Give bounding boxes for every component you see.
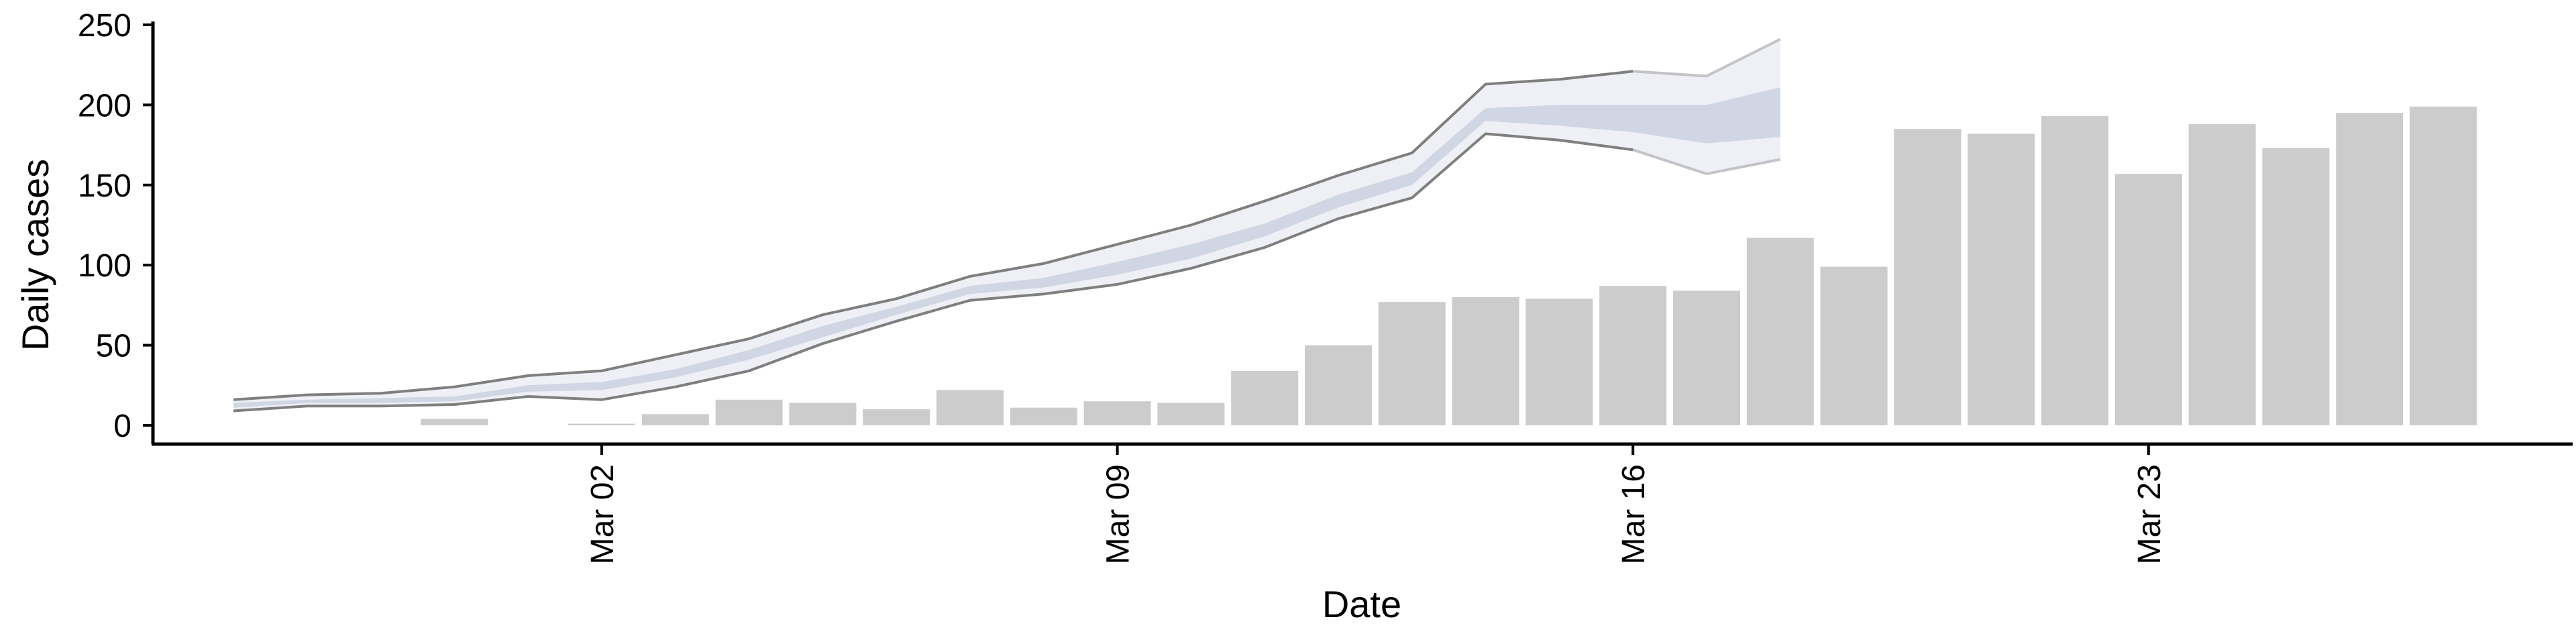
y-tick-label-100: 100 — [78, 248, 131, 284]
x-tick-label-2020-03-09: Mar 09 — [1101, 464, 1136, 564]
bar-2020-03-03 — [641, 414, 709, 425]
bar-2020-03-20 — [1894, 129, 1962, 425]
x-tick-label-2020-03-02: Mar 02 — [585, 464, 621, 564]
bar-2020-03-27 — [2410, 106, 2477, 426]
outer-upper-line — [233, 70, 1633, 401]
y-ticks: 0 50 100 150 200 250 — [78, 8, 153, 444]
bar-2020-03-17 — [1673, 290, 1740, 425]
bar-2020-03-09 — [1083, 401, 1151, 425]
x-axis-title: Date — [1322, 583, 1401, 625]
y-tick-label-250: 250 — [78, 8, 131, 44]
bar-2020-03-14 — [1452, 297, 1519, 425]
bar-2020-03-16 — [1599, 286, 1667, 425]
bar-2020-03-24 — [2188, 124, 2256, 425]
bar-2020-03-11 — [1231, 370, 1299, 425]
bar-2020-03-13 — [1378, 302, 1446, 425]
bar-2020-03-26 — [2336, 113, 2404, 426]
x-tick-label-2020-03-23: Mar 23 — [2132, 464, 2167, 564]
bar-2020-02-29 — [421, 419, 488, 425]
outer-upper-line-projection — [1633, 38, 1781, 78]
y-tick-label-200: 200 — [78, 88, 131, 123]
bar-2020-03-15 — [1525, 299, 1593, 425]
bar-2020-03-08 — [1010, 407, 1077, 425]
bar-2020-03-19 — [1820, 266, 1888, 425]
bar-2020-03-07 — [936, 390, 1004, 425]
bar-2020-03-23 — [2114, 174, 2182, 425]
inner-interval-area — [233, 87, 1780, 408]
bars-layer — [421, 106, 2477, 426]
bar-2020-03-22 — [2041, 116, 2108, 425]
outer-lower-line — [233, 132, 1633, 413]
outer-lower-line-projection — [1632, 148, 1781, 176]
bar-2020-03-06 — [863, 409, 930, 425]
y-tick-label-0: 0 — [113, 409, 131, 444]
bar-2020-03-25 — [2262, 148, 2330, 425]
bar-2020-03-18 — [1746, 237, 1814, 425]
y-axis-title: Daily cases — [14, 159, 56, 351]
x-tick-label-2020-03-16: Mar 16 — [1616, 464, 1652, 564]
axes-layer — [151, 21, 2573, 446]
y-tick-label-50: 50 — [96, 329, 131, 364]
interval-band-layer — [233, 38, 1781, 413]
bar-2020-03-10 — [1157, 402, 1225, 425]
bar-2020-03-04 — [715, 399, 783, 425]
bar-2020-03-05 — [789, 402, 857, 425]
bar-2020-03-21 — [1968, 133, 2035, 425]
bar-2020-03-12 — [1305, 345, 1372, 425]
outer-interval-area — [233, 39, 1780, 411]
x-ticks: Mar 02 Mar 09 Mar 16 Mar 23 — [585, 444, 2167, 564]
bar-2020-03-02 — [568, 423, 635, 425]
y-tick-label-150: 150 — [78, 168, 131, 204]
